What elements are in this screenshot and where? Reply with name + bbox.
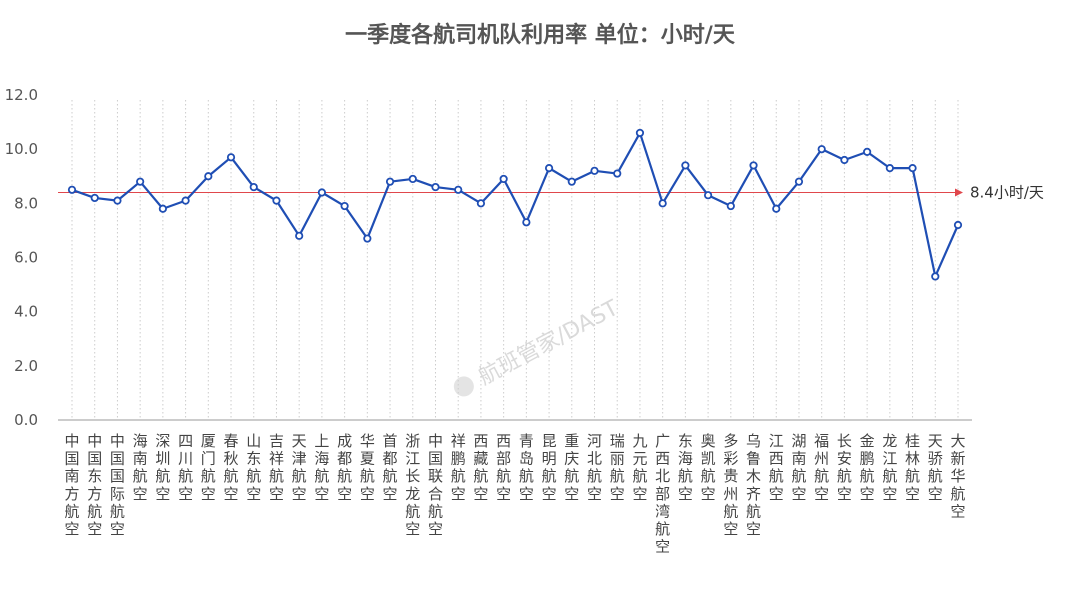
data-point <box>794 177 804 186</box>
x-category-label: 中国南方航空 <box>64 432 79 538</box>
x-category-label: 河北航空 <box>587 432 602 503</box>
data-point <box>840 155 849 165</box>
x-category-label: 天津航空 <box>292 432 307 503</box>
data-point <box>908 164 917 173</box>
x-category-label: 深圳航空 <box>155 432 170 503</box>
x-category-label: 乌鲁木齐航空 <box>746 432 761 538</box>
x-category-label: 中国国际航空 <box>110 432 125 538</box>
data-point <box>772 204 781 213</box>
x-category-label: 四川航空 <box>178 432 193 503</box>
reference-line-group: 8.4小时/天 <box>58 184 1044 202</box>
x-category-label: 山东航空 <box>246 432 261 503</box>
data-point <box>249 182 258 192</box>
x-category-label: 西部航空 <box>496 432 511 503</box>
data-point <box>67 185 77 194</box>
x-category-label: 厦门航空 <box>201 432 216 503</box>
x-category-label: 福州航空 <box>814 432 829 503</box>
data-point <box>385 177 395 186</box>
x-category-label: 大新华航空 <box>950 432 965 520</box>
y-tick-label: 4.0 <box>14 303 38 321</box>
x-category-label: 天骄航空 <box>928 432 943 503</box>
data-point <box>863 147 872 156</box>
x-category-label: 华夏航空 <box>360 432 375 503</box>
x-category-label: 龙江航空 <box>882 432 897 503</box>
y-tick-label: 12.0 <box>5 86 38 104</box>
x-category-label: 成都航空 <box>337 432 352 503</box>
y-tick-label: 0.0 <box>14 411 38 429</box>
x-axis: 中国南方航空中国东方航空中国国际航空海南航空深圳航空四川航空厦门航空春秋航空山东… <box>58 419 972 556</box>
x-category-label: 海南航空 <box>133 432 148 503</box>
x-category-label: 中国东方航空 <box>87 432 102 538</box>
x-category-label: 浙江长龙航空 <box>405 432 420 538</box>
x-category-label: 祥鹏航空 <box>451 432 466 503</box>
data-point <box>454 185 463 194</box>
x-category-label: 江西航空 <box>769 432 784 503</box>
data-point <box>499 174 508 184</box>
x-category-label: 瑞丽航空 <box>610 432 625 503</box>
x-category-label: 广西北部湾航空 <box>655 432 670 556</box>
data-point <box>408 174 417 184</box>
x-category-label: 吉祥航空 <box>269 432 284 503</box>
x-category-label: 金鹏航空 <box>860 432 875 503</box>
data-point <box>681 161 690 170</box>
data-point <box>931 272 940 281</box>
reference-line-label: 8.4小时/天 <box>970 184 1044 202</box>
data-point <box>704 191 713 200</box>
x-category-label: 东海航空 <box>678 432 693 503</box>
data-point <box>136 177 145 186</box>
x-category-label: 长安航空 <box>837 432 852 503</box>
data-point <box>817 145 826 154</box>
series-line <box>71 131 960 278</box>
x-category-label: 西藏航空 <box>473 432 488 503</box>
grid-lines <box>71 100 959 420</box>
data-point <box>953 220 963 230</box>
data-point <box>317 188 326 197</box>
x-category-label: 中国联合航空 <box>428 432 443 538</box>
data-point <box>272 196 281 205</box>
data-point <box>658 199 667 208</box>
y-tick-label: 8.0 <box>14 194 38 212</box>
data-point <box>158 204 167 213</box>
data-point <box>363 234 372 243</box>
x-category-label: 奥凯航空 <box>701 432 716 503</box>
data-point <box>476 199 486 208</box>
data-point <box>204 172 213 181</box>
data-point <box>885 164 894 173</box>
x-category-label: 春秋航空 <box>224 432 239 503</box>
data-point <box>726 201 735 211</box>
data-point <box>295 231 304 240</box>
x-category-label: 昆明航空 <box>542 432 557 503</box>
chart-title: 一季度各航司机队利用率 单位：小时/天 <box>345 22 736 48</box>
data-point <box>613 169 622 178</box>
x-category-label: 九元航空 <box>632 432 647 503</box>
x-category-label: 首都航空 <box>383 432 398 503</box>
data-point <box>590 166 599 175</box>
watermark: 航班管家/DAST <box>453 296 623 397</box>
series-group <box>67 128 963 281</box>
y-axis: 0.0 2.0 4.0 6.0 8.0 10.0 12.0 <box>5 86 38 429</box>
data-point <box>635 128 645 138</box>
data-point <box>113 196 122 205</box>
data-point <box>749 161 758 170</box>
data-point <box>522 218 531 227</box>
x-category-label: 青岛航空 <box>519 432 534 503</box>
x-category-label: 湖南航空 <box>791 432 806 503</box>
data-point <box>544 164 554 173</box>
x-category-label: 重庆航空 <box>564 432 579 503</box>
x-category-label: 多彩贵州航空 <box>723 432 738 538</box>
y-tick-label: 6.0 <box>14 249 38 267</box>
data-point <box>181 196 190 205</box>
data-point <box>431 182 440 192</box>
data-point <box>340 201 349 211</box>
watermark-logo-icon <box>453 376 474 397</box>
data-point <box>567 177 576 186</box>
x-category-label: 桂林航空 <box>905 432 920 503</box>
y-tick-label: 2.0 <box>14 357 38 375</box>
x-category-label: 上海航空 <box>314 432 329 503</box>
y-tick-label: 10.0 <box>5 140 38 158</box>
data-point <box>226 153 236 162</box>
data-point <box>90 193 99 203</box>
